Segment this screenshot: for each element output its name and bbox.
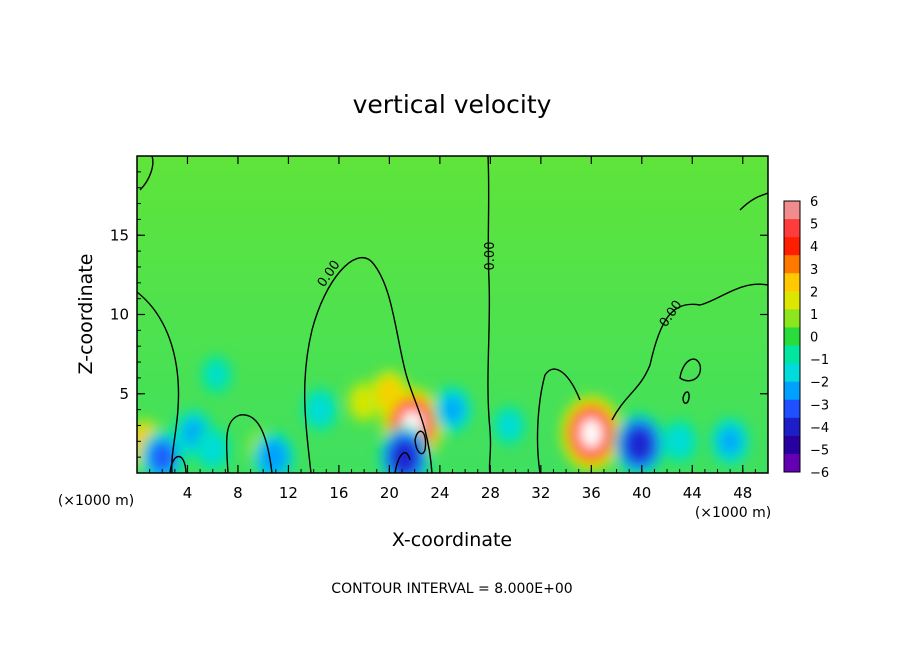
x-tick-label: 16 xyxy=(329,484,348,502)
colorbar-segment xyxy=(784,399,800,419)
contour-line xyxy=(679,358,702,382)
x-tick-label: 8 xyxy=(233,484,243,502)
colorbar-segment xyxy=(784,435,800,455)
colorbar-tick-label: −6 xyxy=(810,466,829,481)
y-tick-label: 10 xyxy=(110,306,129,324)
contour-line xyxy=(611,283,768,421)
colorbar-segment xyxy=(784,219,800,238)
contour-line xyxy=(139,156,154,191)
y-axis: 5 10 15 xyxy=(110,155,768,474)
x-tick-label: 4 xyxy=(183,484,193,502)
velocity-cell xyxy=(207,364,226,386)
zero-contours xyxy=(137,156,768,473)
x-tick-label: 24 xyxy=(430,484,449,502)
colorbar-tick-label: 5 xyxy=(810,218,818,233)
chart-title: vertical velocity xyxy=(353,90,552,119)
x-axis-title: X-coordinate xyxy=(392,529,512,551)
colorbar-segment xyxy=(784,327,800,346)
velocity-cell xyxy=(310,397,330,422)
colorbar-segment xyxy=(784,291,800,310)
contour-line xyxy=(394,452,411,473)
colorbar-segment xyxy=(784,363,800,382)
x-tick-label: 32 xyxy=(531,484,550,502)
contour-line xyxy=(137,291,180,473)
x-tick-label: 20 xyxy=(380,484,399,502)
contour-label: 0.00 xyxy=(483,242,498,271)
x-axis: 4 8 12 16 20 24 28 32 36 40 44 48 xyxy=(136,156,769,502)
velocity-cell xyxy=(500,414,519,437)
colorbar-tick-label: 3 xyxy=(810,263,818,278)
contour-line xyxy=(225,414,273,473)
colorbar-segment xyxy=(784,345,800,364)
velocity-cell xyxy=(261,442,285,472)
colorbar-segment xyxy=(784,453,800,473)
x-unit-label: (×1000 m) xyxy=(695,505,771,521)
contour-line xyxy=(169,455,187,473)
colorbar-tick-label: 2 xyxy=(810,285,818,300)
colorbar-tick-label: −5 xyxy=(810,443,829,458)
colorbar-tick-label: −2 xyxy=(810,376,829,391)
velocity-cell xyxy=(202,437,223,462)
colorbar-tick-label: 1 xyxy=(810,308,818,323)
colorbar-tick-label: −1 xyxy=(810,353,829,368)
velocity-core xyxy=(580,418,603,449)
colorbar-tick-label: −3 xyxy=(810,398,829,413)
colorbar-tick-label: 6 xyxy=(810,195,818,210)
colorbar-tick-label: 4 xyxy=(810,240,818,255)
velocity-cell xyxy=(441,396,464,423)
velocity-cell xyxy=(669,429,690,454)
velocity-cell xyxy=(719,428,741,455)
colorbar-segment xyxy=(784,201,800,220)
velocity-cell xyxy=(354,389,375,414)
x-tick-label: 28 xyxy=(481,484,500,502)
colorbar-tick-label: −4 xyxy=(810,421,829,436)
colorbar-segment xyxy=(784,381,800,401)
colorbar-frame xyxy=(783,200,801,473)
y-unit-label: (×1000 m) xyxy=(58,493,134,509)
velocity-cell xyxy=(149,441,175,473)
colorbar-segment xyxy=(784,309,800,328)
velocity-cell xyxy=(624,426,654,463)
contour-line xyxy=(682,391,690,404)
contour-line xyxy=(414,430,427,455)
y-tick-label: 5 xyxy=(119,385,129,403)
contour-interval-note: CONTOUR INTERVAL = 8.000E+00 xyxy=(331,581,572,597)
y-axis-title: Z-coordinate xyxy=(75,254,97,375)
colorbar-segment xyxy=(784,273,800,292)
x-tick-label: 48 xyxy=(733,484,752,502)
velocity-features xyxy=(137,355,750,473)
x-tick-label: 44 xyxy=(683,484,702,502)
x-tick-label: 40 xyxy=(632,484,651,502)
contour-line xyxy=(739,192,768,211)
colorbar: 6 5 4 3 2 1 0 −1 −2 −3 −4 −5 −6 xyxy=(783,195,829,481)
colorbar-segment xyxy=(784,417,800,437)
plot-area xyxy=(137,156,768,473)
contour-line xyxy=(487,156,492,473)
colorbar-segment xyxy=(784,237,800,256)
x-tick-label: 12 xyxy=(279,484,298,502)
colorbar-tick-label: 0 xyxy=(810,331,818,346)
colorbar-segment xyxy=(784,255,800,274)
y-tick-label: 15 xyxy=(110,226,129,244)
contour-line xyxy=(303,256,433,473)
x-tick-label: 36 xyxy=(582,484,601,502)
contour-line xyxy=(536,368,581,473)
